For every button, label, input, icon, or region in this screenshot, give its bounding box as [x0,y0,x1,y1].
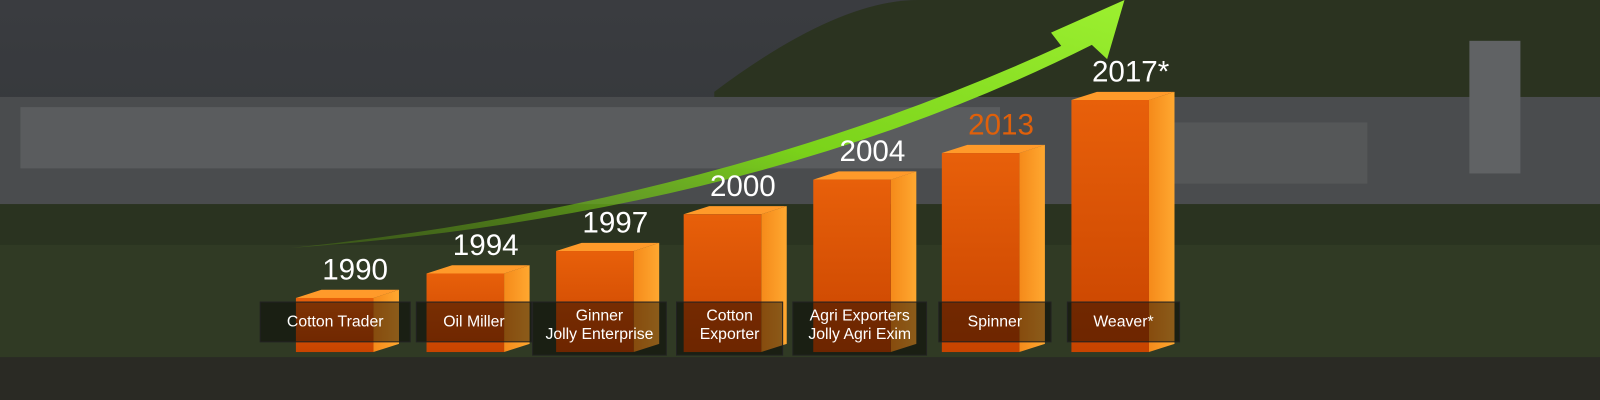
label-line: Cotton Trader [287,314,384,331]
bar-front [1071,100,1149,353]
year: 1994 [453,229,519,262]
bar-side [761,206,787,353]
bar-side [373,289,399,353]
label-line: Weaver* [1093,314,1153,331]
label-line: Jolly Enterprise [545,326,653,343]
label-box [792,301,928,356]
bar-top [813,171,917,180]
label-line: Spinner [968,314,1022,331]
year: 2004 [840,135,906,168]
label-box [415,301,533,343]
bar-top [1071,91,1175,100]
label-box [938,301,1052,343]
milestone: 2004 Agri Exporters Jolly Agri Exim [792,135,928,356]
label-line: Agri Exporters [810,307,910,324]
bar-front [426,273,505,353]
year: 2017* [1092,56,1170,89]
bar-top [683,206,787,215]
label-line: Ginner [576,307,623,324]
bar-top [426,265,530,274]
label-line: Jolly Agri Exim [808,326,911,343]
milestone: 1990 Cotton Trader [259,254,411,353]
bar-side [1148,91,1175,353]
year: 2000 [710,170,776,203]
bar-side [1019,144,1045,353]
year: 1997 [582,207,648,240]
label-box [1066,301,1181,343]
milestone: 1994 Oil Miller [415,229,533,353]
label-line: Exporter [700,326,760,343]
milestone: 2000 Cotton Exporter [676,170,787,356]
milestone: 1997 Ginner Jolly Enterprise [532,207,667,356]
year: 2013 [968,109,1034,142]
milestones: 1990 Cotton Trader 1994 Oil Miller 1997 Ginne… [259,56,1181,356]
bar-front [941,153,1020,353]
milestone: 2017* Weaver* [1066,56,1181,353]
bar-top [556,242,660,252]
label-box [676,301,784,356]
year: 1990 [322,254,388,287]
bar-front [295,297,374,353]
label-box [259,301,411,343]
bar-top [941,144,1045,154]
bar-side [890,171,917,353]
bar-front [813,179,891,353]
bar-side [504,265,530,353]
milestone: 2013 Spinner [938,109,1052,353]
bar-front [683,214,762,353]
bar-top [295,289,399,298]
label-box [532,301,667,356]
label-line: Oil Miller [443,314,504,331]
bar-side [633,242,660,353]
label-line: Cotton [706,307,753,324]
